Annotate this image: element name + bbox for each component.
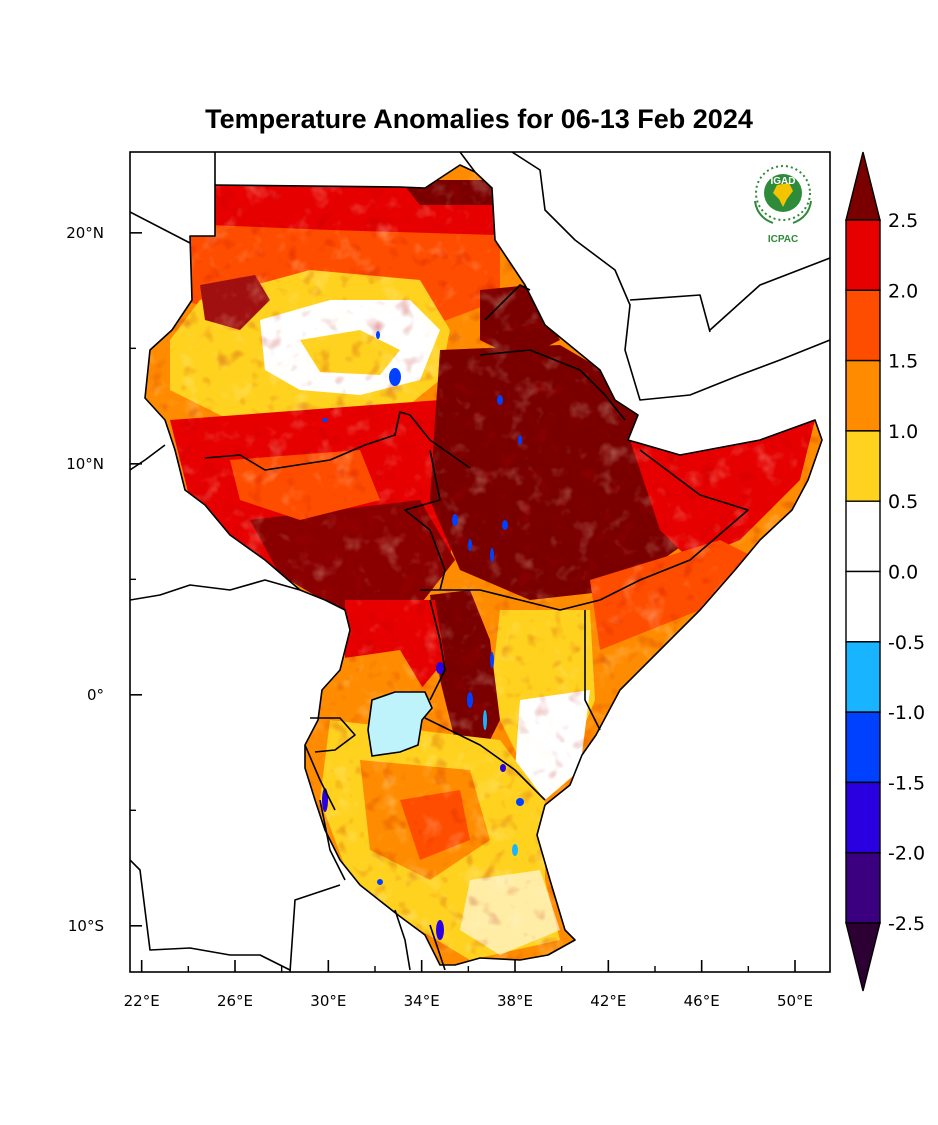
kenya-somalia-border [584, 610, 601, 731]
colorbar-label: -0.5 [888, 632, 925, 654]
lon-tick-label: 34°E [404, 992, 440, 1010]
kenya-tanzania-border [424, 717, 546, 801]
latitude-axis: 20°N 10°N 0° 10°S [66, 224, 142, 935]
lon-tick-label: 42°E [590, 992, 626, 1010]
colorbar-box [845, 430, 881, 502]
colorbar-label: 0.0 [888, 562, 918, 584]
uganda-border [429, 599, 446, 701]
colorbar-box [845, 641, 881, 713]
igad-icpac-logo: IGAD [749, 159, 817, 227]
colorbar-box [845, 359, 881, 432]
lon-tick-label: 26°E [217, 992, 253, 1010]
cold-spots [322, 331, 524, 940]
colorbar-label: 1.0 [888, 421, 918, 443]
tanzania-west-border [319, 799, 346, 881]
icpac-label: ICPAC [768, 234, 798, 245]
colorbar-box [845, 852, 881, 924]
lat-tick-label: 10°N [66, 455, 104, 473]
lon-tick-label: 46°E [684, 992, 720, 1010]
lake-victoria [367, 691, 433, 757]
lon-tick-label: 50°E [777, 992, 813, 1010]
colorbar-label: -2.0 [888, 843, 925, 865]
map-frame [129, 151, 831, 973]
data-region-edge [144, 164, 823, 966]
colorbar-top-arrow [845, 151, 881, 221]
lon-tick-label: 30°E [310, 992, 346, 1010]
colorbar-label: 2.5 [888, 210, 918, 232]
longitude-axis: 22°E 26°E 30°E 34°E 38°E 42°E 46°E 50°E [124, 960, 813, 1010]
colorbar-bottom-arrow [845, 922, 881, 992]
colorbar-box [845, 781, 881, 854]
colorbar-box [845, 500, 881, 573]
lat-tick-label: 20°N [66, 224, 104, 242]
colorbar-label: 0.5 [888, 491, 918, 513]
borders [130, 152, 830, 972]
rwanda-burundi-border [310, 717, 356, 753]
sudan-south-sudan-border [204, 411, 471, 471]
ethiopia-north-border [479, 349, 626, 421]
kenya-north-border [420, 589, 601, 611]
colorbar-box [845, 570, 881, 643]
ethiopia-west-border [404, 449, 446, 591]
eritrea-border [484, 284, 531, 321]
svg-text:IGAD: IGAD [771, 176, 796, 187]
lat-tick-label: 0° [87, 686, 104, 704]
colorbar-label: -1.5 [888, 772, 925, 794]
lon-tick-label: 22°E [124, 992, 160, 1010]
map-title: Temperature Anomalies for 06-13 Feb 2024 [205, 104, 753, 134]
colorbar-label: -2.5 [888, 913, 925, 935]
colorbar: 2.5 2.0 1.5 1.0 0.5 0.0 -0.5 -1.0 -1.5 -2.0 -2.5 [845, 151, 925, 992]
colorbar-label: 1.5 [888, 351, 918, 373]
colorbar-label: 2.0 [888, 280, 918, 302]
colorbar-box [845, 219, 881, 292]
colorbar-box [845, 289, 881, 362]
ethiopia-somalia-border [599, 449, 749, 601]
lon-tick-label: 38°E [497, 992, 533, 1010]
colorbar-box [845, 711, 881, 784]
lat-tick-label: 10°S [68, 917, 104, 935]
colorbar-label: -1.0 [888, 702, 925, 724]
